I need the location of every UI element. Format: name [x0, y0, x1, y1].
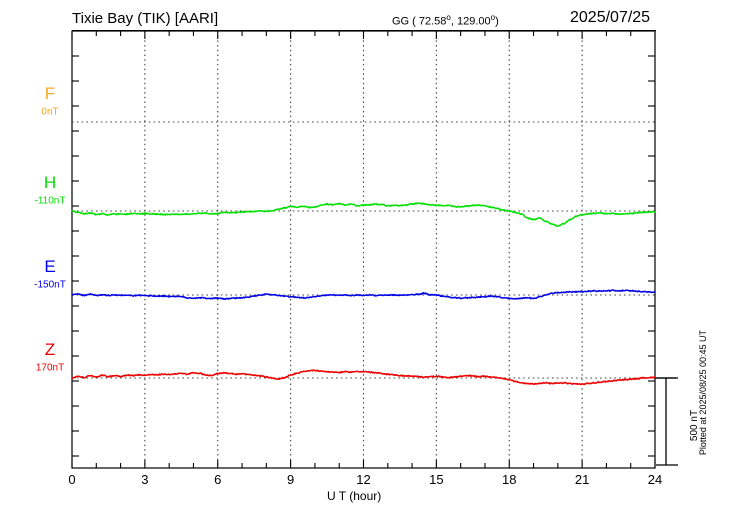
x-tick-label-21: 21: [574, 472, 590, 487]
x-tick-label-15: 15: [429, 472, 444, 487]
x-tick-label-18: 18: [502, 472, 517, 487]
x-tick-label-0: 0: [68, 472, 76, 487]
geo-lat-text: GG ( 72.58: [392, 15, 447, 28]
component-name-e: E: [44, 257, 56, 276]
scale-bar: [655, 377, 678, 466]
geo-lon-text: , 129.00: [450, 15, 491, 28]
component-value-e: -150nT: [34, 279, 66, 291]
component-value-h: -110nT: [34, 195, 66, 207]
component-value-f: 0nT: [41, 106, 59, 118]
degree-symbol-lat: o: [446, 13, 451, 22]
data-traces: [71, 202, 656, 386]
component-name-z: Z: [44, 340, 56, 359]
grid-lines: [72, 31, 655, 468]
plotted-timestamp: Plotted at 2025/08/25 00:45 UT: [698, 330, 708, 456]
geographic-coordinates: GG ( 72.58o, 129.00o): [392, 13, 499, 28]
x-tick-label-3: 3: [141, 472, 149, 487]
page-title: Tixie Bay (TIK) [AARI]: [72, 10, 219, 27]
x-axis-label: U T (hour): [327, 489, 382, 503]
geo-close-paren: ): [495, 15, 499, 28]
axis-ticks: [71, 31, 656, 468]
component-name-f: F: [44, 84, 56, 103]
component-name-h: H: [43, 173, 57, 192]
observation-date: 2025/07/25: [570, 9, 651, 26]
x-tick-label-12: 12: [356, 472, 371, 487]
component-value-z: 170nT: [35, 362, 65, 374]
x-tick-label-9: 9: [287, 472, 295, 487]
degree-symbol-lon: o: [490, 13, 496, 22]
x-tick-label-6: 6: [214, 472, 222, 487]
x-tick-label-24: 24: [647, 472, 663, 487]
